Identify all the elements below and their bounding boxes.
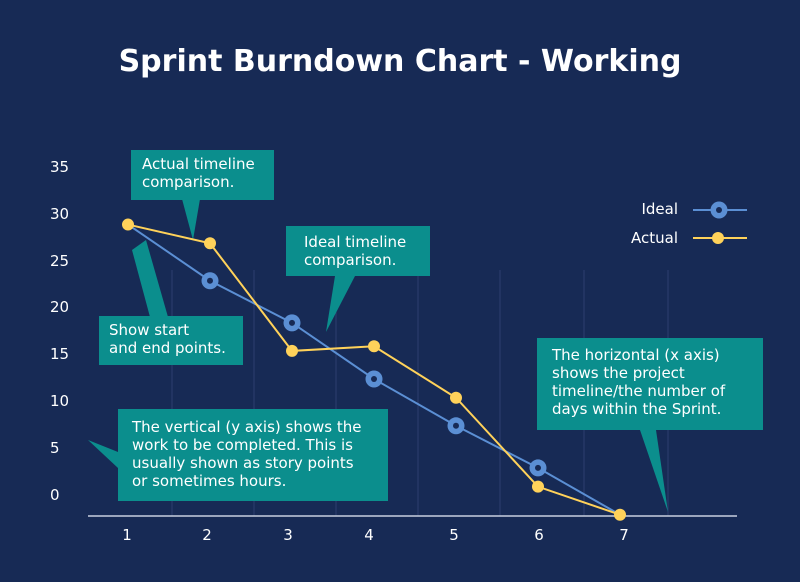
callout-line: The horizontal (x axis) (552, 346, 720, 364)
data-point-ideal-center (207, 277, 213, 284)
callout-line: Show start (109, 321, 190, 339)
callout-line: comparison. (304, 251, 397, 269)
callout-pointers (88, 199, 668, 512)
callout-actual-timeline: Actual timeline comparison. (131, 150, 274, 200)
legend-label-actual: Actual (631, 229, 678, 247)
y-tick-label: 10 (50, 392, 70, 410)
data-point-ideal-center (371, 376, 377, 382)
callout-pointer (88, 440, 118, 468)
data-point-actual (286, 344, 298, 357)
legend-marker-ideal-center (716, 207, 722, 213)
callout-line: work to be completed. This is (132, 436, 353, 454)
callout-pointer (132, 240, 168, 317)
callout-x-axis: The horizontal (x axis) shows the projec… (537, 338, 763, 430)
callout-ideal-timeline: Ideal timeline comparison. (286, 226, 430, 276)
y-tick-label: 20 (50, 298, 70, 317)
y-tick-label: 25 (50, 251, 70, 270)
legend-label-ideal: Ideal (641, 200, 678, 218)
data-point-actual (614, 508, 626, 521)
legend-marks (693, 201, 747, 244)
x-tick-label: 6 (534, 526, 544, 544)
callout-line: Actual timeline (142, 155, 255, 173)
data-point-actual (532, 480, 544, 493)
y-tick-label: 0 (50, 485, 60, 504)
x-tick-label: 4 (364, 526, 374, 544)
data-point-ideal-center (535, 464, 541, 471)
x-tick-label: 7 (619, 526, 629, 544)
callout-line: or sometimes hours. (132, 472, 287, 490)
data-point-ideal-center (289, 319, 295, 326)
data-point-actual (450, 391, 462, 404)
data-point-actual (368, 340, 380, 353)
x-tick-label: 3 (283, 526, 293, 544)
x-tick-label: 1 (122, 526, 132, 544)
data-point-actual (122, 218, 134, 231)
legend-marker-actual (712, 232, 724, 244)
callout-line: shows the project (552, 364, 685, 382)
y-tick-label: 35 (50, 158, 70, 176)
callout-line: timeline/the number of (552, 382, 726, 400)
y-tick-label: 15 (50, 345, 70, 364)
series-points (122, 218, 626, 521)
callout-line: and end points. (109, 339, 226, 357)
callout-pointer (640, 430, 668, 512)
callout-line: usually shown as story points (132, 454, 354, 472)
callout-line: comparison. (142, 173, 235, 191)
callout-start-end-points: Show start and end points. (99, 316, 243, 365)
x-tick-label: 2 (202, 526, 212, 544)
callout-pointer (326, 276, 355, 332)
y-tick-label: 30 (50, 204, 70, 223)
data-point-actual (204, 237, 216, 250)
callout-pointer (182, 199, 200, 240)
callout-line: days within the Sprint. (552, 400, 722, 418)
data-point-ideal-center (453, 422, 459, 429)
chart-title: Sprint Burndown Chart - Working (118, 44, 682, 79)
callout-line: Ideal timeline (304, 233, 407, 251)
callout-line: The vertical (y axis) shows the (132, 418, 362, 436)
callout-y-axis: The vertical (y axis) shows the work to … (118, 409, 388, 501)
y-tick-label: 5 (50, 438, 60, 457)
x-tick-label: 5 (449, 526, 459, 544)
